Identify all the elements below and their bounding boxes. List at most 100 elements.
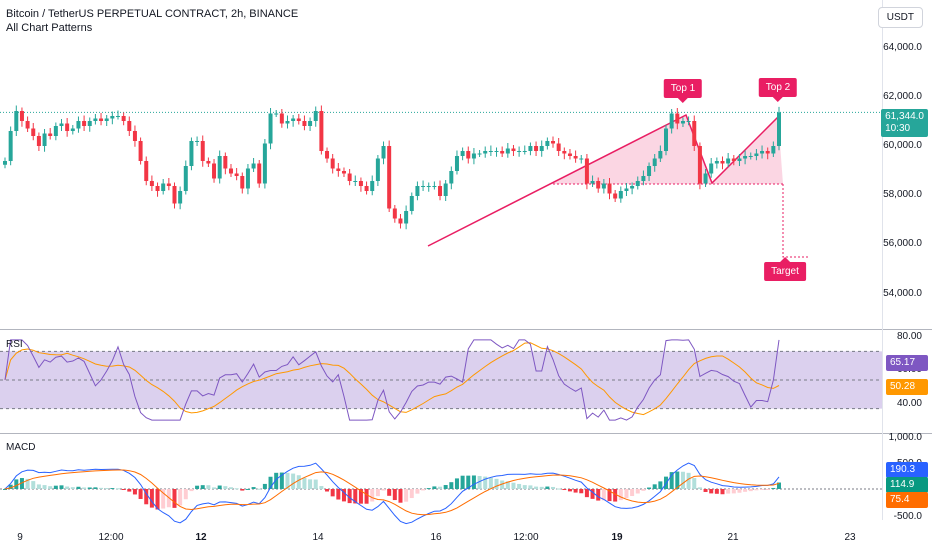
macd-histogram-bar [522, 485, 527, 489]
candle-body [257, 163, 262, 184]
candle-body [443, 183, 448, 196]
candle-body [426, 186, 431, 187]
candle-body [19, 111, 24, 121]
candle-body [392, 208, 397, 219]
rsi-ma-tag: 50.28 [886, 379, 928, 395]
candle-body [720, 161, 725, 164]
candle-body [505, 148, 510, 154]
chart-title[interactable]: Bitcoin / TetherUS PERPETUAL CONTRACT, 2… [6, 8, 299, 20]
macd-histogram-bar [494, 478, 499, 489]
macd-histogram-bar [488, 477, 493, 489]
macd-label[interactable]: MACD [6, 442, 36, 453]
signal-line [4, 469, 780, 516]
macd-histogram-bar [409, 489, 414, 499]
target-badge[interactable]: Target [764, 257, 806, 281]
macd-histogram-bar [613, 489, 618, 502]
macd-histogram-bar [720, 489, 725, 495]
candle-body [522, 151, 527, 152]
macd-histogram-bar [692, 478, 697, 489]
macd-histogram-bar [223, 486, 228, 489]
macd-line-tag: 190.3 [886, 462, 928, 478]
macd-histogram-bar [562, 489, 567, 491]
macd-histogram-bar [172, 489, 177, 508]
macd-histogram-bar [127, 489, 132, 492]
candle-body [268, 113, 273, 144]
candle-body [675, 113, 680, 124]
macd-histogram-bar [19, 478, 24, 489]
candle-body [262, 143, 267, 184]
macd-histogram-bar [460, 475, 465, 489]
macd-histogram-bar [471, 475, 476, 489]
macd-histogram-bar [477, 476, 482, 489]
macd-histogram-bar [302, 477, 307, 489]
macd-histogram-bar [415, 489, 420, 494]
macd-histogram-bar [48, 486, 53, 489]
candle-body [336, 168, 341, 171]
time-tick: 16 [430, 532, 442, 543]
candle-body [341, 171, 346, 174]
candle-body [353, 181, 358, 182]
macd-histogram-bar [387, 489, 392, 496]
macd-histogram-bar [115, 488, 120, 490]
candle-body [658, 151, 663, 159]
candle-body [551, 141, 556, 144]
candle-body [777, 112, 781, 146]
macd-tick: 1,000.0 [888, 432, 922, 443]
macd-histogram-bar [658, 481, 663, 489]
candle-body [579, 158, 584, 160]
macd-histogram-bar [624, 489, 629, 499]
indicator-name[interactable]: All Chart Patterns [6, 22, 93, 34]
macd-histogram-bar [36, 484, 41, 489]
candle-body [460, 151, 465, 156]
macd-histogram-bar [607, 489, 612, 502]
candle-body [364, 186, 369, 191]
macd-tick: -500.0 [893, 511, 922, 522]
time-tick: 12 [195, 532, 207, 543]
macd-histogram-bar [680, 471, 685, 489]
candle-body [613, 193, 618, 199]
rsi-label[interactable]: RSI [6, 339, 23, 350]
time-tick: 21 [727, 532, 739, 543]
macd-histogram-bar [709, 489, 714, 494]
candle-body [296, 118, 301, 121]
candle-body [53, 126, 58, 136]
target-projection [782, 184, 808, 258]
macd-histogram-bar [726, 489, 731, 494]
macd-histogram-bar [132, 489, 137, 495]
macd-histogram-bar [59, 485, 64, 489]
rsi-line [4, 339, 780, 421]
candle-body [517, 151, 522, 152]
currency-button[interactable]: USDT [877, 7, 923, 28]
macd-histogram-bar [262, 483, 267, 489]
macd-histogram-bar [308, 479, 313, 489]
macd-histogram-bar [556, 488, 561, 490]
macd-histogram-bar [551, 486, 556, 489]
candle-body [138, 141, 143, 161]
macd-histogram-bar [53, 485, 58, 489]
candle-body [618, 191, 623, 199]
candle-body [584, 158, 589, 184]
candle-body [466, 151, 471, 159]
macd-signal-tag: 75.4 [886, 492, 928, 508]
candle-body [454, 156, 459, 171]
macd-histogram-bar [630, 489, 635, 497]
top1-badge[interactable]: Top 1 [663, 79, 703, 103]
candle-body [754, 153, 759, 156]
macd-histogram-bar [370, 489, 375, 502]
candle-body [709, 163, 714, 174]
candle-body [70, 128, 75, 131]
macd-histogram-bar [743, 489, 748, 492]
candle-body [500, 151, 505, 154]
candle-body [59, 123, 64, 126]
macd-histogram-bar [274, 472, 279, 489]
macd-histogram-bar [517, 483, 522, 489]
candle-body [234, 173, 239, 176]
top2-badge[interactable]: Top 2 [758, 78, 798, 102]
last-price-countdown: 10:30 [885, 123, 911, 134]
macd-histogram-bar [257, 488, 262, 490]
macd-histogram-bar [217, 485, 222, 489]
macd-histogram-bar [330, 489, 335, 497]
time-tick: 12:00 [513, 532, 539, 543]
